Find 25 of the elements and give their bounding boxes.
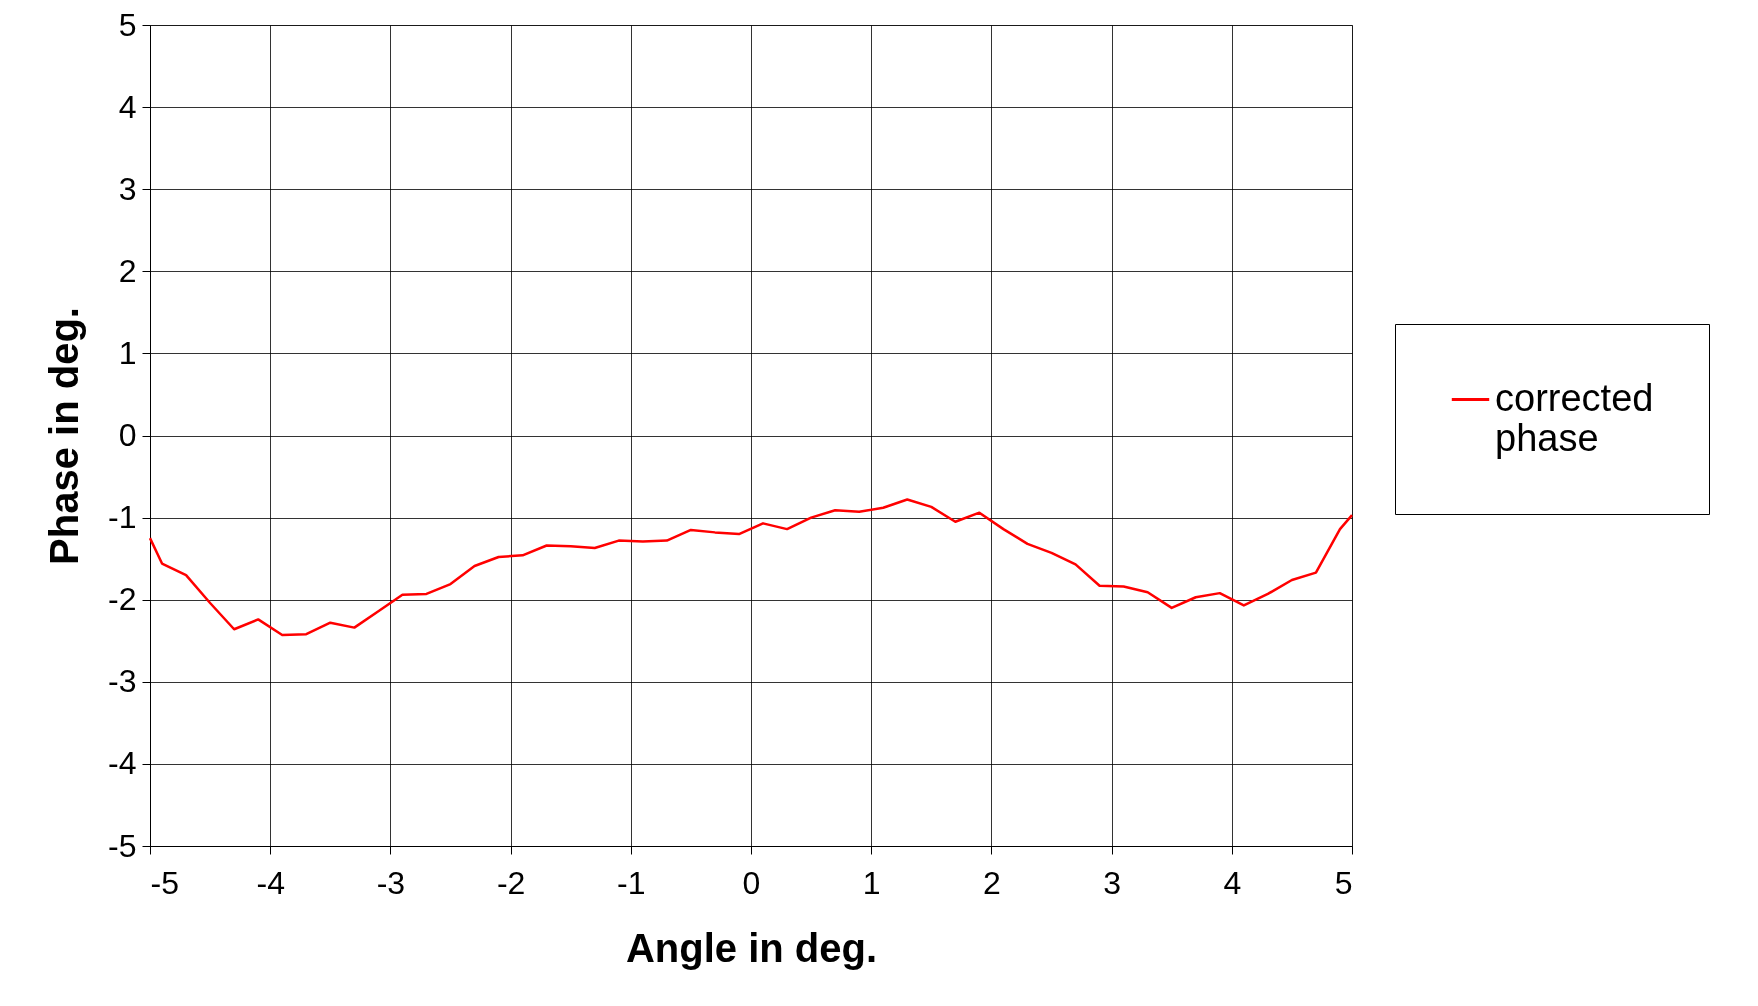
x-tick-label: 5 bbox=[1334, 864, 1353, 901]
y-tick-label: 4 bbox=[118, 88, 137, 125]
x-tick-label: -2 bbox=[496, 864, 526, 901]
y-tick-label: -4 bbox=[108, 745, 137, 782]
y-axis-title: Phase in deg. bbox=[42, 307, 87, 565]
x-tick-label: 4 bbox=[1223, 864, 1242, 901]
y-tick-label: 3 bbox=[118, 170, 137, 207]
x-tick-label: 3 bbox=[1103, 864, 1121, 901]
y-tick-label: 5 bbox=[118, 6, 137, 43]
x-tick-label: 2 bbox=[983, 864, 1001, 901]
y-tick-label: -5 bbox=[108, 827, 137, 864]
y-tick-label: 1 bbox=[118, 334, 137, 371]
y-tick-label: 2 bbox=[118, 252, 137, 289]
x-tick-label: 0 bbox=[742, 864, 761, 901]
y-tick-label: 0 bbox=[118, 417, 137, 453]
y-tick-label: -3 bbox=[108, 663, 137, 700]
x-axis-title: Angle in deg. bbox=[625, 925, 878, 970]
y-tick-label: -2 bbox=[108, 581, 137, 618]
y-tick-label: -1 bbox=[108, 499, 137, 536]
x-tick-label: 1 bbox=[862, 864, 881, 901]
x-tick-label: -4 bbox=[256, 864, 285, 901]
x-tick-label: -1 bbox=[617, 864, 646, 901]
legend-label: corrected phase bbox=[1495, 376, 1654, 459]
x-tick-label: -3 bbox=[376, 864, 406, 901]
x-tick-label: -5 bbox=[150, 864, 179, 901]
